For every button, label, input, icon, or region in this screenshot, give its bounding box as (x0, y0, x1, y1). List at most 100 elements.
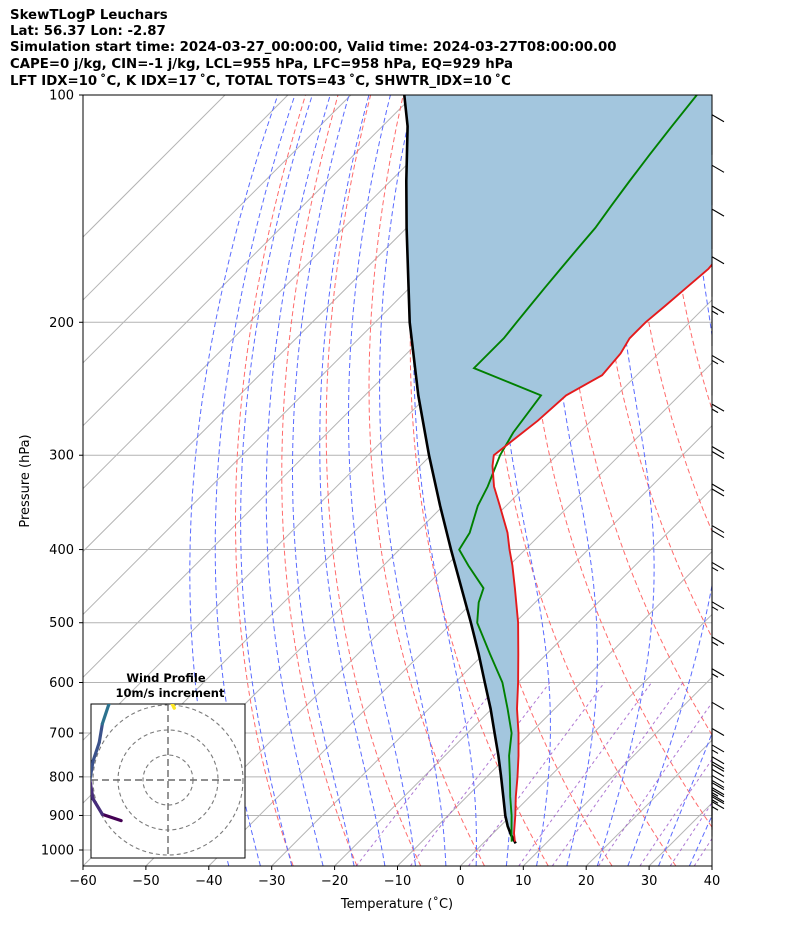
isotherm-line (397, 550, 712, 866)
y-tick-label: 900 (49, 809, 74, 824)
moist-adiabat-line (240, 95, 313, 866)
wind-barb (711, 525, 725, 566)
dry-adiabat-line (663, 95, 712, 411)
wind-barb (711, 208, 725, 250)
wind-barb (711, 403, 725, 445)
wind-barb (711, 701, 725, 743)
hodograph-segment (107, 704, 111, 707)
cape-cin-shading (404, 95, 712, 844)
mixing-ratio-line (355, 682, 500, 866)
isotherm-line (460, 613, 712, 866)
wind-barb (711, 114, 725, 155)
hodograph-segment (91, 740, 101, 763)
axis-ticks: −60 −50 −40 −30 −20 −10 0 10 20 30 40 1000 900 800 700… (41, 89, 720, 890)
cape-stats-line: CAPE=0 j/kg, CIN=-1 j/kg, LCL=955 hPa, L… (10, 57, 514, 72)
wind-barb (711, 446, 725, 487)
x-tick-label: −20 (321, 874, 348, 889)
hodograph-segment (97, 722, 104, 745)
moist-adiabat-line (214, 95, 296, 866)
temperature-line (491, 263, 712, 842)
dry-adiabat-line (368, 95, 485, 866)
y-tick-label: 200 (49, 316, 74, 331)
y-tick-label: 400 (49, 543, 74, 558)
moist-adiabat-line (319, 95, 386, 866)
isotherm-line (334, 487, 712, 866)
mixing-ratio-line (551, 682, 684, 866)
inset-plot (91, 627, 245, 858)
background-lines (83, 95, 794, 866)
hodograph-segment (91, 797, 104, 816)
location-line: Lat: 56.37 Lon: -2.87 (10, 24, 166, 39)
isotherm-line (271, 424, 712, 866)
wind-barb (711, 561, 725, 603)
dry-adiabat-line (235, 95, 306, 866)
moist-adiabat-line (292, 95, 355, 866)
x-tick-label: 30 (641, 874, 658, 889)
moist-adiabat-line (413, 95, 477, 866)
isotherm-line (83, 95, 289, 301)
mixing-ratio-line (597, 701, 712, 866)
moist-adiabat-line (720, 95, 794, 866)
hodograph-segment (91, 759, 95, 782)
y-tick-label: 1000 (41, 844, 74, 859)
hodograph-segment (115, 655, 118, 674)
mixing-ratio-line (669, 802, 712, 866)
dry-adiabat-line (729, 95, 794, 866)
y-tick-label: 100 (49, 89, 74, 104)
parcel-path-line (403, 95, 517, 845)
dry-adiabat-line (281, 95, 358, 866)
index-stats-line: LFT IDX=10 ˚C, K IDX=17 ˚C, TOTAL TOTS=4… (10, 74, 511, 89)
profile-lines (403, 95, 712, 845)
x-tick-label: 20 (578, 874, 595, 889)
isotherm-line (145, 299, 712, 866)
y-tick-label: 800 (49, 770, 74, 785)
isotherm-line (711, 865, 712, 866)
mixing-ratio-line (518, 682, 653, 866)
x-tick-label: −30 (258, 874, 285, 889)
moist-adiabat-line (658, 731, 712, 866)
hodograph-segment (140, 643, 146, 668)
x-tick-label: −50 (132, 874, 159, 889)
x-tick-label: −10 (384, 874, 411, 889)
wind-barb (711, 164, 725, 206)
isotherm-line (83, 95, 352, 364)
wind-barb (711, 305, 725, 346)
x-tick-label: 0 (456, 874, 464, 889)
isotherm-line (83, 95, 226, 238)
y-tick-label: 600 (49, 676, 74, 691)
wind-barb (711, 601, 725, 642)
wind-barb (711, 354, 725, 396)
dewpoint-line (458, 95, 698, 842)
hodograph-segment (115, 646, 124, 655)
dry-adiabat-line (409, 95, 549, 866)
isotherm-line (83, 95, 477, 490)
moist-adiabat-line (348, 95, 416, 866)
simulation-time-line: Simulation start time: 2024-03-27_00:00:… (10, 40, 617, 55)
x-tick-label: −60 (69, 874, 96, 889)
dry-adiabat-line (596, 95, 712, 639)
x-tick-label: 40 (704, 874, 721, 889)
wind-barb (711, 483, 725, 524)
moist-adiabat-line (627, 95, 712, 866)
mixing-ratio-line (409, 682, 551, 866)
hodograph-segment (91, 778, 95, 801)
moist-adiabat-line (596, 95, 655, 866)
moist-adiabat-line (379, 95, 447, 866)
hodograph-segment (137, 627, 140, 643)
mixing-ratio-line (639, 758, 712, 866)
moist-adiabat-line (548, 95, 598, 866)
x-axis-title: Temperature (˚C) (340, 896, 453, 912)
y-tick-label: 700 (49, 727, 74, 742)
cape-shaded-area (404, 95, 712, 844)
mixing-ratio-line (693, 837, 712, 866)
moist-adiabat-line (189, 95, 279, 866)
wind-barb (711, 256, 725, 297)
dry-adiabat-line (561, 95, 712, 736)
y-tick-label: 500 (49, 616, 74, 631)
y-tick-label: 300 (49, 449, 74, 464)
hodograph-segment (100, 812, 123, 823)
hodograph-segment (100, 704, 111, 726)
inset-subtitle: 10m/s increment (116, 686, 225, 700)
y-axis-title: Pressure (hPa) (18, 434, 33, 527)
